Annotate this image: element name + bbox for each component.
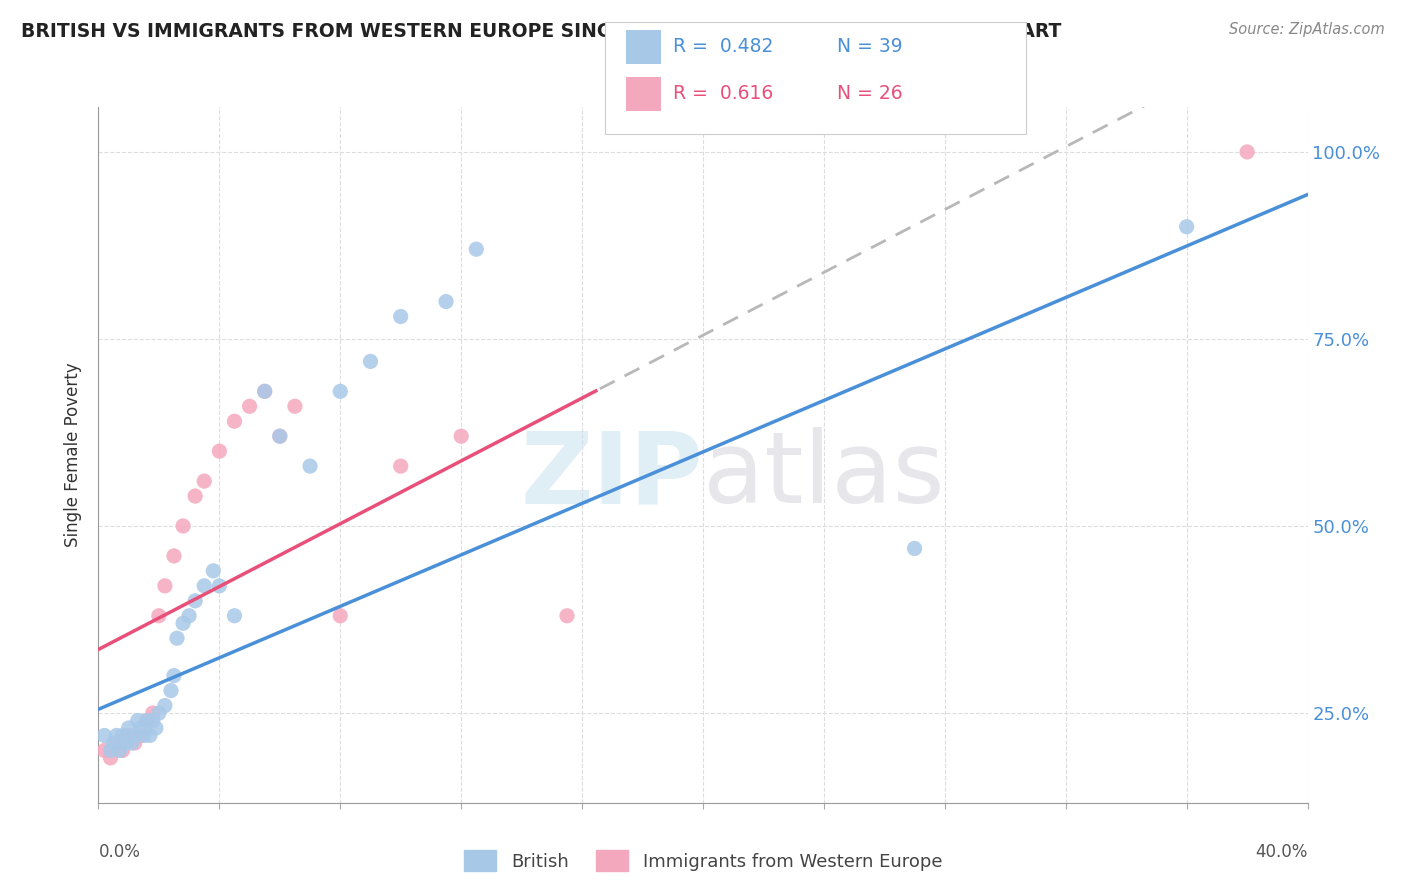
Point <box>284 399 307 413</box>
Legend: British, Immigrants from Western Europe: British, Immigrants from Western Europe <box>457 843 949 879</box>
Point <box>153 698 176 713</box>
Point <box>253 384 276 399</box>
Point <box>148 608 170 623</box>
Point <box>208 579 231 593</box>
Text: atlas: atlas <box>703 427 945 524</box>
Point <box>103 736 125 750</box>
Point <box>160 683 183 698</box>
Point <box>129 721 152 735</box>
Point <box>111 743 134 757</box>
Point <box>139 729 162 743</box>
Point <box>135 714 157 728</box>
Point <box>132 729 155 743</box>
Point <box>904 541 927 556</box>
Point <box>124 736 146 750</box>
Text: N = 26: N = 26 <box>837 85 903 103</box>
Text: R =  0.616: R = 0.616 <box>673 85 773 103</box>
Point <box>127 714 149 728</box>
Point <box>1236 145 1258 159</box>
Point <box>360 354 382 368</box>
Point <box>172 616 194 631</box>
Point <box>153 579 176 593</box>
Point <box>224 608 246 623</box>
Point <box>434 294 457 309</box>
Point <box>555 608 578 623</box>
Point <box>184 594 207 608</box>
Point <box>193 474 215 488</box>
Y-axis label: Single Female Poverty: Single Female Poverty <box>65 363 83 547</box>
Point <box>100 751 122 765</box>
Text: 40.0%: 40.0% <box>1256 843 1308 861</box>
Point <box>142 706 165 720</box>
Point <box>202 564 225 578</box>
Point <box>450 429 472 443</box>
Point <box>148 706 170 720</box>
Point <box>389 459 412 474</box>
Point <box>269 429 291 443</box>
Point <box>239 399 262 413</box>
Point <box>145 721 167 735</box>
Point <box>100 743 122 757</box>
Point <box>118 721 141 735</box>
Point <box>299 459 322 474</box>
Point <box>108 743 131 757</box>
Text: R =  0.482: R = 0.482 <box>673 37 773 56</box>
Text: N = 39: N = 39 <box>837 37 903 56</box>
Point <box>129 729 152 743</box>
Point <box>208 444 231 458</box>
Point <box>465 242 488 256</box>
Point <box>389 310 412 324</box>
Point <box>142 714 165 728</box>
Point <box>135 714 157 728</box>
Point <box>269 429 291 443</box>
Point <box>193 579 215 593</box>
Point <box>179 608 201 623</box>
Point <box>105 729 128 743</box>
Point <box>224 414 246 428</box>
Point <box>184 489 207 503</box>
Point <box>124 729 146 743</box>
Point <box>114 736 136 750</box>
Point <box>93 743 115 757</box>
Point <box>166 631 188 645</box>
Point <box>253 384 276 399</box>
Point <box>121 736 143 750</box>
Point <box>163 549 186 563</box>
Point <box>105 736 128 750</box>
Point <box>118 729 141 743</box>
Point <box>1175 219 1198 234</box>
Point <box>329 384 352 399</box>
Point <box>111 729 134 743</box>
Text: BRITISH VS IMMIGRANTS FROM WESTERN EUROPE SINGLE FEMALE POVERTY CORRELATION CHAR: BRITISH VS IMMIGRANTS FROM WESTERN EUROP… <box>21 22 1062 41</box>
Point <box>172 519 194 533</box>
Text: ZIP: ZIP <box>520 427 703 524</box>
Point <box>93 729 115 743</box>
Point <box>163 668 186 682</box>
Point <box>329 608 352 623</box>
Text: Source: ZipAtlas.com: Source: ZipAtlas.com <box>1229 22 1385 37</box>
Text: 0.0%: 0.0% <box>98 843 141 861</box>
